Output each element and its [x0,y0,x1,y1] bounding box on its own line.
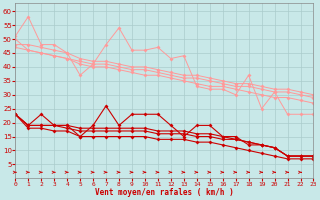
X-axis label: Vent moyen/en rafales ( km/h ): Vent moyen/en rafales ( km/h ) [95,188,234,197]
